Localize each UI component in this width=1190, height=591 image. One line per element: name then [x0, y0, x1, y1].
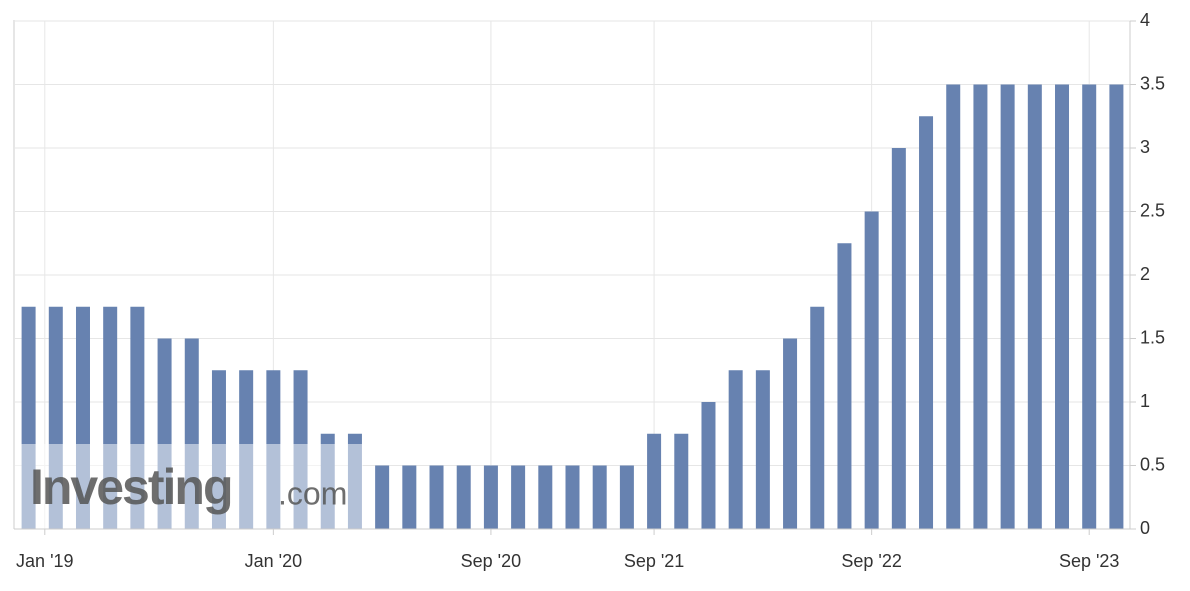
bar: [919, 116, 934, 529]
y-tick-label: 0: [1140, 518, 1150, 538]
x-tick-label: Sep '21: [624, 551, 685, 571]
bar: [538, 465, 553, 529]
bar: [946, 84, 961, 529]
bar: [619, 465, 634, 529]
bar: [973, 84, 988, 529]
x-tick-label: Jan '19: [16, 551, 73, 571]
x-tick-label: Sep '22: [841, 551, 902, 571]
x-tick-label: Sep '20: [461, 551, 522, 571]
bar: [783, 338, 798, 529]
bar: [1055, 84, 1070, 529]
y-tick-label: 3.5: [1140, 73, 1165, 93]
y-tick-label: 0.5: [1140, 454, 1165, 474]
bar: [429, 465, 444, 529]
bar: [511, 465, 526, 529]
watermark-suffix: .com: [278, 475, 347, 511]
bar: [810, 306, 825, 529]
bar: [1000, 84, 1015, 529]
bar: [1027, 84, 1042, 529]
bar: [592, 465, 607, 529]
bar: [674, 433, 689, 529]
bar: [701, 402, 716, 529]
x-tick-label: Jan '20: [245, 551, 302, 571]
bar: [891, 148, 906, 529]
bar: [402, 465, 417, 529]
bar: [647, 433, 662, 529]
watermark: Investing: [30, 459, 231, 515]
y-tick-label: 3: [1140, 137, 1150, 157]
bar: [1109, 84, 1124, 529]
axes: 0 0.5 1 1.5 2 2.5 3 3.5 4 Jan '19 Jan '20 Sep '20 Se…: [14, 10, 1165, 571]
watermark-overlay: [15, 444, 363, 530]
bar: [565, 465, 580, 529]
bar: [728, 370, 743, 529]
y-tick-label: 1.5: [1140, 327, 1165, 347]
x-tick-label: Sep '23: [1059, 551, 1120, 571]
y-tick-label: 2.5: [1140, 200, 1165, 220]
bar: [755, 370, 770, 529]
y-tick-label: 1: [1140, 391, 1150, 411]
bars: [21, 84, 1124, 529]
bar: [375, 465, 390, 529]
y-tick-label: 4: [1140, 10, 1150, 30]
bar: [456, 465, 471, 529]
bar: [1082, 84, 1097, 529]
bar: [483, 465, 498, 529]
y-tick-label: 2: [1140, 264, 1150, 284]
bar: [864, 211, 879, 529]
bar: [837, 243, 852, 529]
